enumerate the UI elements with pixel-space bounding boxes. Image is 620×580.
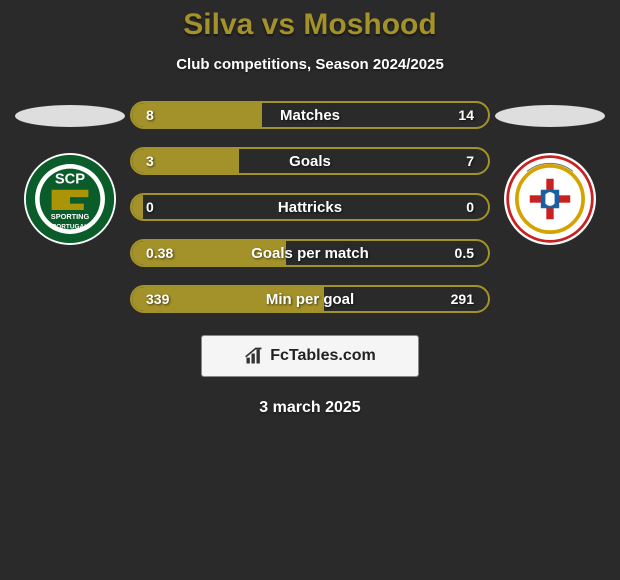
stat-label: Hattricks (132, 195, 488, 219)
subtitle: Club competitions, Season 2024/2025 (176, 56, 444, 73)
stat-bar: 339 Min per goal 291 (130, 285, 490, 313)
stat-right-value: 291 (451, 287, 474, 311)
svg-text:PORTUGAL: PORTUGAL (52, 223, 88, 230)
stat-right-value: 0 (466, 195, 474, 219)
svg-text:SPORTING: SPORTING (51, 212, 90, 221)
varzim-badge-icon (504, 153, 596, 245)
right-team-badge (504, 153, 596, 245)
comparison-card: Silva vs Moshood Club competitions, Seas… (0, 0, 620, 417)
player-silhouette-shadow (15, 105, 125, 127)
left-team-badge: SCP SPORTING PORTUGAL (24, 153, 116, 245)
stat-bar: 0 Hattricks 0 (130, 193, 490, 221)
stats-bars: 8 Matches 14 3 Goals 7 0 Hattricks 0 0.3… (130, 101, 490, 313)
page-title: Silva vs Moshood (183, 8, 436, 42)
source-logo[interactable]: FcTables.com (201, 335, 419, 377)
stat-right-value: 0.5 (455, 241, 474, 265)
stat-label: Goals per match (132, 241, 488, 265)
main-row: SCP SPORTING PORTUGAL 8 Matches 14 3 Goa… (0, 101, 620, 313)
svg-text:SCP: SCP (55, 171, 85, 187)
bar-chart-icon (244, 346, 264, 366)
left-column: SCP SPORTING PORTUGAL (10, 101, 130, 245)
stat-right-value: 7 (466, 149, 474, 173)
date-text: 3 march 2025 (259, 399, 360, 417)
stat-right-value: 14 (458, 103, 474, 127)
sporting-badge-icon: SCP SPORTING PORTUGAL (24, 153, 116, 245)
stat-bar: 3 Goals 7 (130, 147, 490, 175)
stat-label: Matches (132, 103, 488, 127)
stat-bar: 0.38 Goals per match 0.5 (130, 239, 490, 267)
source-logo-text: FcTables.com (270, 347, 376, 365)
right-column (490, 101, 610, 245)
stat-bar: 8 Matches 14 (130, 101, 490, 129)
stat-label: Goals (132, 149, 488, 173)
player-silhouette-shadow (495, 105, 605, 127)
stat-label: Min per goal (132, 287, 488, 311)
